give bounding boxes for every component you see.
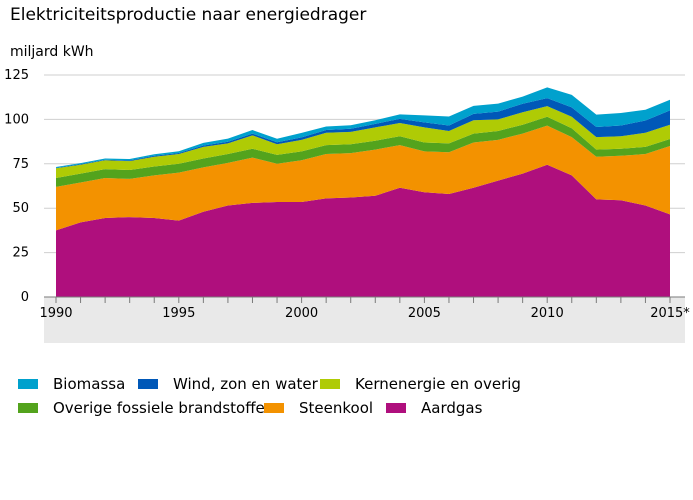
y-tick-label: 0 bbox=[21, 290, 29, 305]
area-biomassa bbox=[56, 87, 670, 168]
tick-labels: 0 25 50 75 100 125 1990 1995 2000 2005 2010 2015* bbox=[4, 68, 690, 321]
y-tick-label: 50 bbox=[12, 201, 29, 216]
x-tick-label: 2000 bbox=[285, 306, 318, 321]
y-tick-label: 75 bbox=[12, 157, 29, 172]
x-axis-band bbox=[44, 297, 685, 343]
legend-swatch bbox=[138, 379, 158, 389]
legend-swatch bbox=[320, 379, 340, 389]
legend-swatch bbox=[264, 403, 284, 413]
area-steenkool bbox=[56, 125, 670, 231]
x-tick-label: 2015* bbox=[650, 306, 690, 321]
legend-label: Biomassa bbox=[53, 375, 126, 393]
legend-item: Biomassa bbox=[18, 374, 125, 394]
legend-swatch bbox=[18, 379, 38, 389]
legend-item: Wind, zon en water bbox=[138, 374, 318, 394]
series-areas bbox=[56, 87, 670, 297]
area-aardgas bbox=[56, 164, 670, 297]
y-tick-label: 125 bbox=[4, 68, 29, 83]
area-chart: 0 25 50 75 100 125 1990 1995 2000 2005 2010 2015* bbox=[4, 68, 690, 343]
area-overige-fossiele-brandstoffen bbox=[56, 116, 670, 187]
y-axis-label: miljard kWh bbox=[10, 44, 94, 60]
legend-label: Steenkool bbox=[299, 399, 374, 417]
x-tick-label: 2005 bbox=[408, 306, 441, 321]
x-tick-label: 2010 bbox=[531, 306, 564, 321]
chart-title: Elektriciteitsproductie naar energiedrag… bbox=[10, 5, 367, 25]
legend-label: Kernenergie en overig bbox=[355, 375, 521, 393]
legend-swatch bbox=[386, 403, 406, 413]
legend-item: Kernenergie en overig bbox=[320, 374, 521, 394]
area-kernenergie-en-overig bbox=[56, 106, 670, 179]
legend-item: Aardgas bbox=[386, 398, 482, 418]
legend-item: Overige fossiele brandstoffen bbox=[18, 398, 274, 418]
x-tick-label: 1990 bbox=[39, 306, 72, 321]
legend-item: Steenkool bbox=[264, 398, 373, 418]
x-tick-label: 1995 bbox=[162, 306, 195, 321]
legend-label: Overige fossiele brandstoffen bbox=[53, 399, 275, 417]
legend-label: Aardgas bbox=[421, 399, 483, 417]
y-tick-label: 100 bbox=[4, 112, 29, 127]
y-tick-label: 25 bbox=[12, 246, 29, 261]
legend-swatch bbox=[18, 403, 38, 413]
legend-label: Wind, zon en water bbox=[173, 375, 318, 393]
axes bbox=[44, 296, 685, 303]
